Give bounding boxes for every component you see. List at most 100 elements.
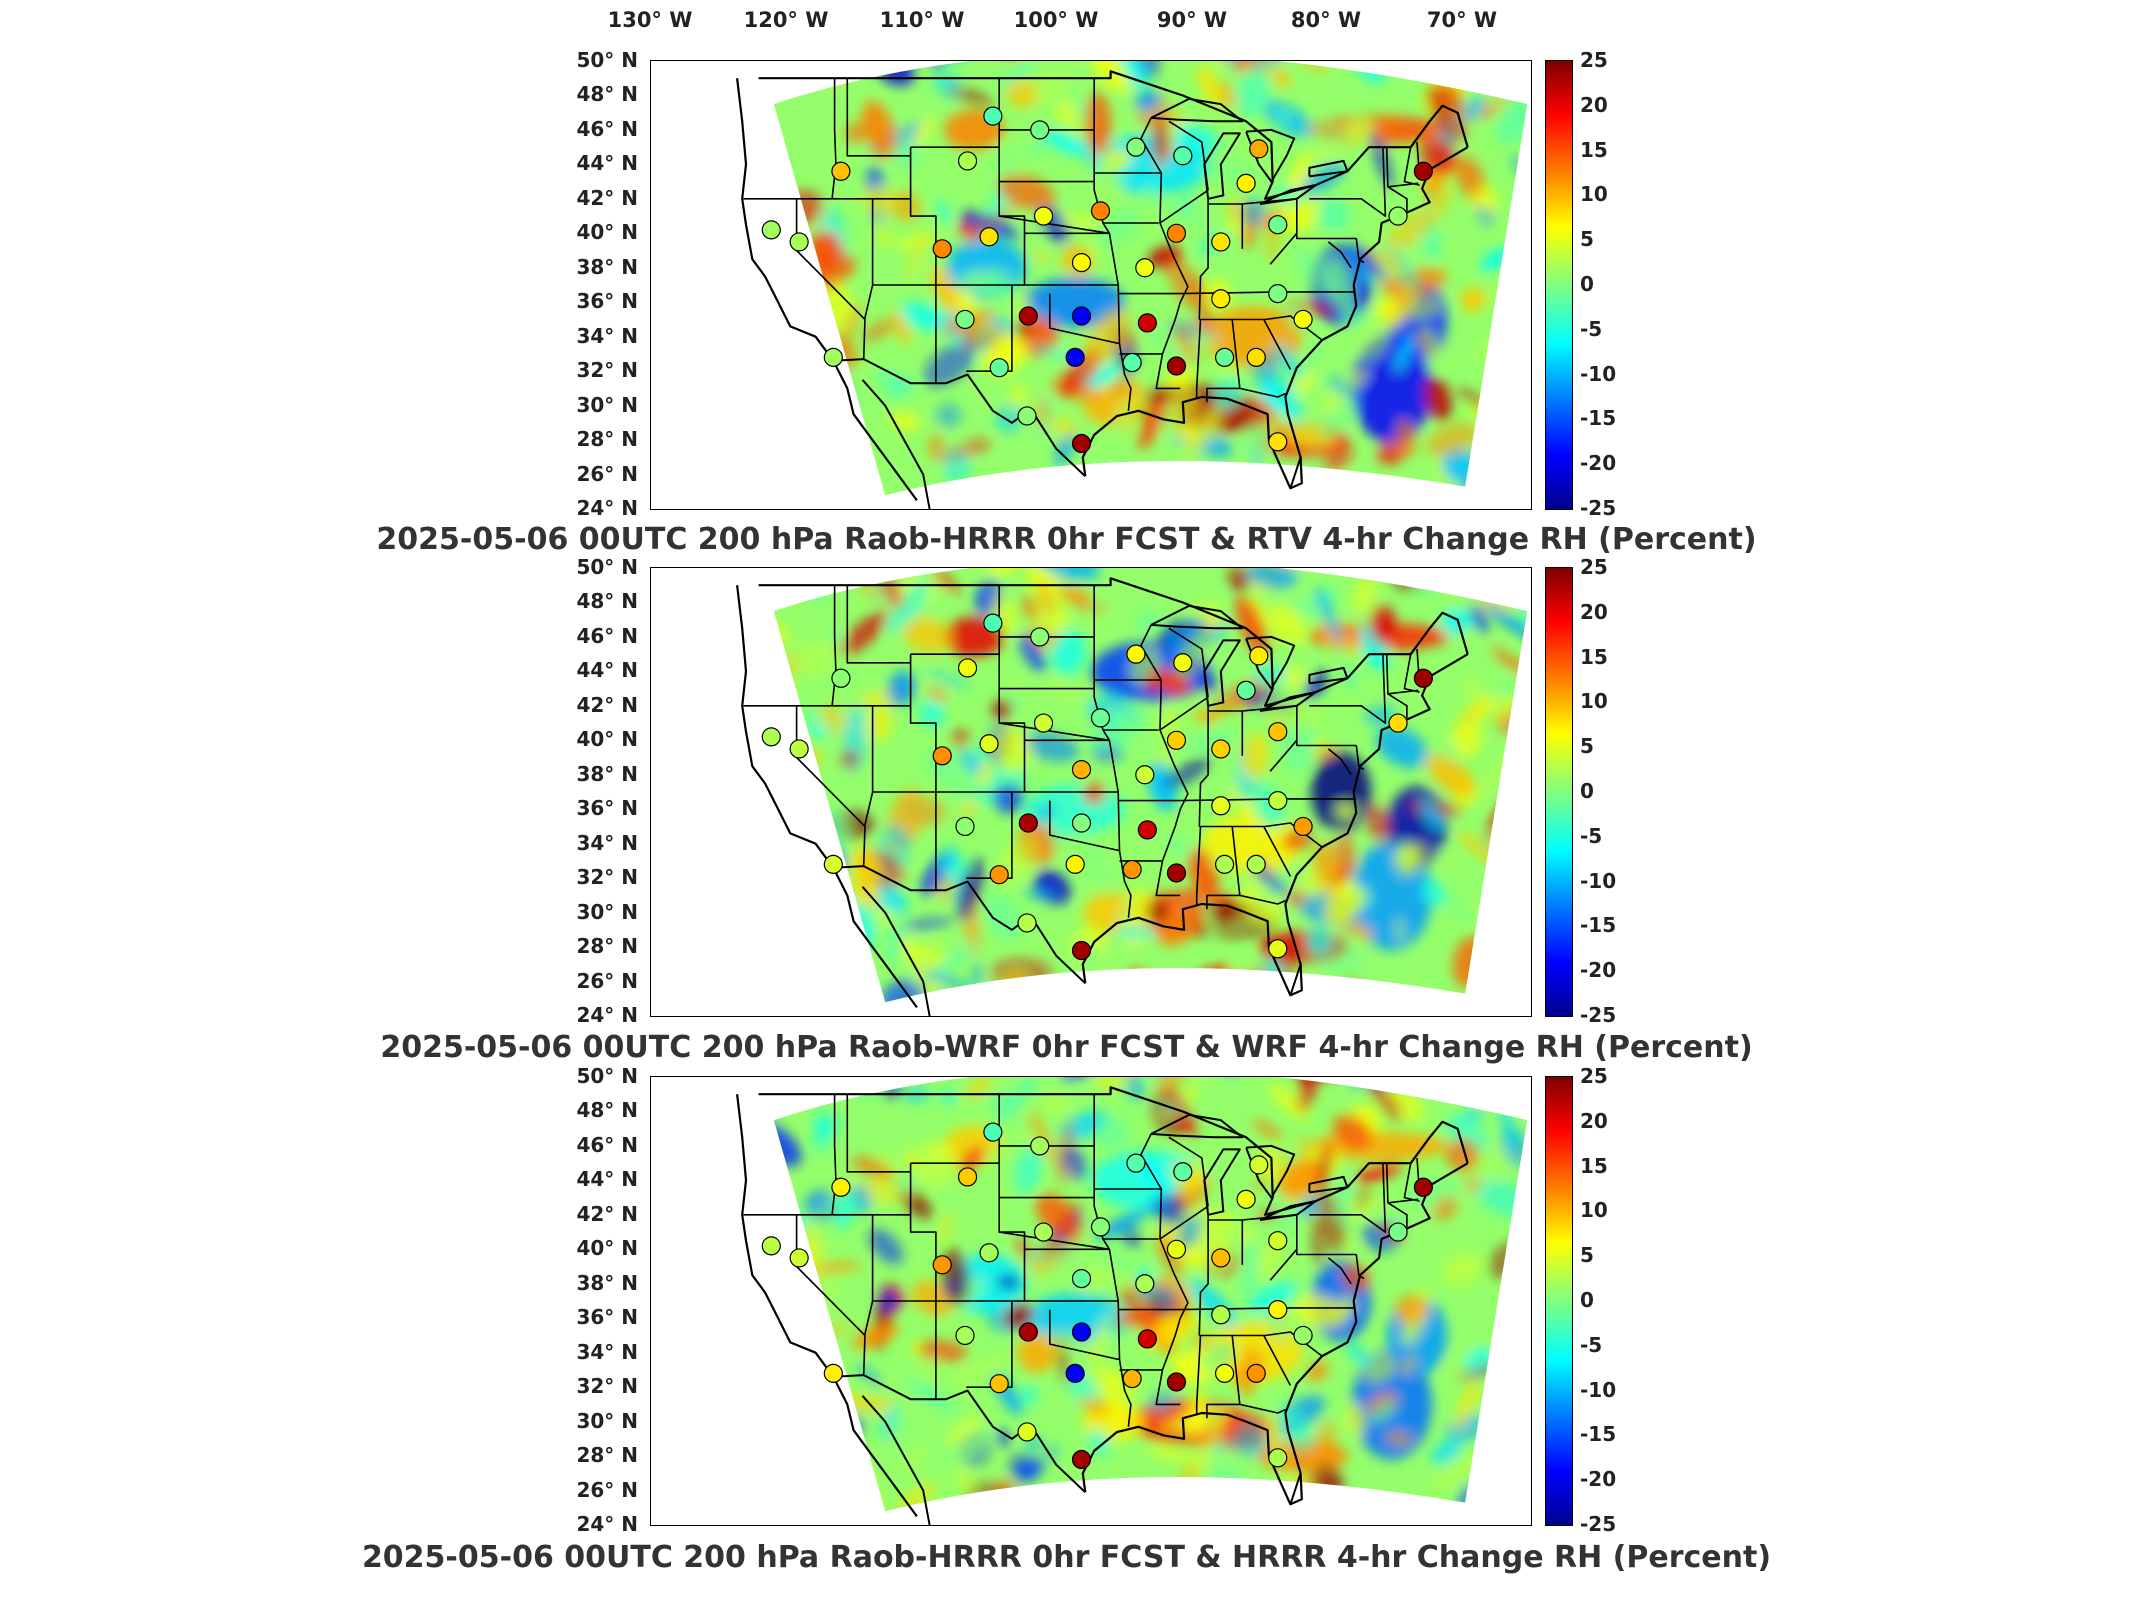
state-border: [1198, 705, 1209, 827]
raob-station-marker: [1388, 713, 1408, 733]
colorbar-tick: -25: [1580, 1003, 1617, 1027]
state-border: [1239, 1403, 1286, 1414]
great-lake-outline: [1259, 691, 1317, 712]
state-border: [1263, 319, 1292, 370]
raob-station-marker: [831, 161, 851, 181]
lat-label: 42° N: [576, 1201, 638, 1226]
state-border: [846, 78, 911, 157]
colorbar-tick: -20: [1580, 958, 1617, 983]
lat-label: 34° N: [576, 1339, 638, 1364]
state-border: [1159, 1205, 1209, 1240]
raob-station-marker: [1065, 1363, 1085, 1383]
raob-station-marker: [1388, 206, 1408, 226]
raob-station-marker: [1033, 206, 1054, 226]
great-lake-outline: [1150, 1113, 1244, 1139]
raob-station-marker: [1166, 1372, 1187, 1392]
panel-title-1: 2025-05-06 00UTC 200 hPa Raob-HRRR 0hr F…: [376, 522, 1757, 557]
raob-station-marker: [789, 232, 809, 252]
raob-station-marker: [1214, 854, 1235, 874]
colorbar-tick: 15: [1580, 1153, 1608, 1178]
state-border: [1048, 800, 1132, 918]
lat-label: 30° N: [576, 392, 638, 417]
raob-station-marker: [1065, 854, 1085, 874]
raob-station-marker: [1246, 1363, 1266, 1383]
raob-station-marker: [983, 106, 1003, 126]
lat-label: 36° N: [576, 289, 638, 314]
raob-station-marker: [932, 239, 952, 259]
lon-label-120w: 120° W: [743, 8, 829, 32]
raob-station-marker: [1071, 1322, 1092, 1342]
raob-station-marker: [1268, 284, 1288, 304]
raob-station-marker: [1017, 913, 1037, 933]
state-border: [1355, 745, 1365, 771]
raob-station-marker: [1268, 432, 1288, 452]
great-lake-outline: [1150, 97, 1244, 123]
raob-station-marker: [1137, 313, 1157, 333]
raob-station-marker: [1249, 1155, 1269, 1175]
lat-label: 48° N: [576, 1098, 638, 1123]
raob-station-marker: [1071, 940, 1092, 961]
raob-station-marker: [1135, 258, 1155, 278]
raob-station-marker: [1214, 347, 1235, 367]
raob-station-marker: [989, 1374, 1009, 1394]
lat-label: 40° N: [576, 727, 638, 752]
raob-station-marker: [1293, 816, 1313, 837]
state-border: [1387, 689, 1419, 695]
great-lake-outline: [1245, 128, 1296, 183]
state-border: [999, 215, 1110, 235]
colorbar-tick: -25: [1580, 1512, 1617, 1536]
raob-station-marker: [1071, 813, 1092, 833]
great-lake-outline: [1308, 666, 1349, 685]
raob-station-marker: [1033, 713, 1054, 733]
state-border: [909, 654, 937, 891]
rh-change-map: [736, 61, 1528, 509]
raob-station-marker: [1268, 791, 1288, 811]
lat-label: 32° N: [576, 1374, 638, 1399]
lat-label: 44° N: [576, 1167, 638, 1192]
raob-station-marker: [1071, 433, 1092, 454]
colorbar-tick: 5: [1580, 227, 1594, 252]
raob-station-marker: [1126, 1153, 1146, 1173]
state-border: [831, 1094, 837, 1215]
colorbar-tick: 0: [1580, 779, 1594, 803]
raob-station-marker: [1166, 1239, 1187, 1259]
raob-station-marker: [789, 1248, 809, 1268]
raob-station-marker: [1137, 1329, 1157, 1349]
raob-station-marker: [823, 854, 843, 874]
raob-station-marker: [1135, 765, 1155, 785]
country-border: [758, 1086, 1469, 1216]
map-panel-3: [650, 1076, 1532, 1526]
raob-station-marker: [1166, 356, 1187, 376]
raob-station-marker: [1211, 232, 1231, 252]
raob-station-marker: [1173, 1162, 1193, 1182]
great-lake-outline: [1150, 604, 1244, 630]
raob-station-marker: [1214, 1363, 1235, 1383]
state-border: [1048, 293, 1132, 411]
lat-label: 32° N: [576, 358, 638, 383]
state-border: [1239, 387, 1286, 398]
raob-station-marker: [831, 1177, 851, 1197]
raob-station-marker: [1071, 1269, 1092, 1289]
raob-station-marker: [1071, 1449, 1092, 1470]
state-border: [1295, 233, 1357, 240]
raob-station-marker: [932, 746, 952, 766]
state-border: [1327, 241, 1352, 269]
raob-station-marker: [1211, 1248, 1231, 1268]
great-lake-outline: [1203, 132, 1241, 200]
lat-label: 24° N: [576, 1512, 638, 1536]
lat-label: 40° N: [576, 1236, 638, 1261]
raob-station-marker: [955, 309, 975, 330]
raob-station-marker: [1122, 1368, 1142, 1389]
raob-station-marker: [1268, 939, 1288, 959]
raob-station-marker: [1122, 859, 1142, 880]
coastline: [861, 1395, 931, 1525]
raob-station-marker: [1166, 863, 1187, 883]
state-border: [1159, 696, 1209, 731]
colorbar-tick: -5: [1580, 1332, 1603, 1357]
state-border: [1159, 189, 1209, 224]
colorbar-tick: 10: [1580, 689, 1608, 714]
state-border: [1387, 182, 1419, 188]
state-border: [862, 198, 874, 360]
lat-label: 42° N: [576, 692, 638, 717]
lat-label: 26° N: [576, 968, 638, 993]
